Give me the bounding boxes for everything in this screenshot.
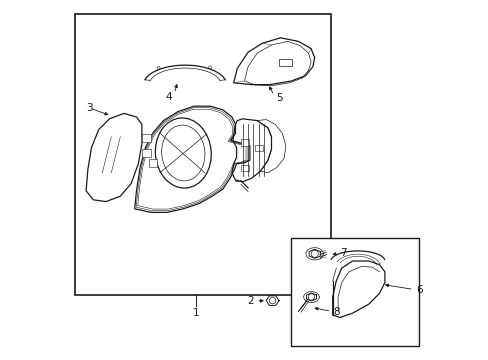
Text: 4: 4 (165, 92, 172, 102)
Text: 2: 2 (247, 296, 253, 306)
Bar (291, 238, 418, 346)
Bar (241, 139, 248, 146)
Text: 1: 1 (192, 308, 199, 318)
Text: 7: 7 (340, 248, 346, 258)
Bar (255, 145, 263, 151)
Text: 6: 6 (415, 285, 422, 295)
Bar (241, 165, 248, 171)
Bar (142, 134, 151, 142)
Text: 8: 8 (333, 307, 339, 318)
Text: 5: 5 (275, 93, 282, 103)
Text: 3: 3 (86, 103, 93, 113)
Bar (75, 14, 330, 295)
Bar (142, 149, 151, 157)
Bar (278, 59, 292, 66)
Bar (149, 159, 157, 167)
